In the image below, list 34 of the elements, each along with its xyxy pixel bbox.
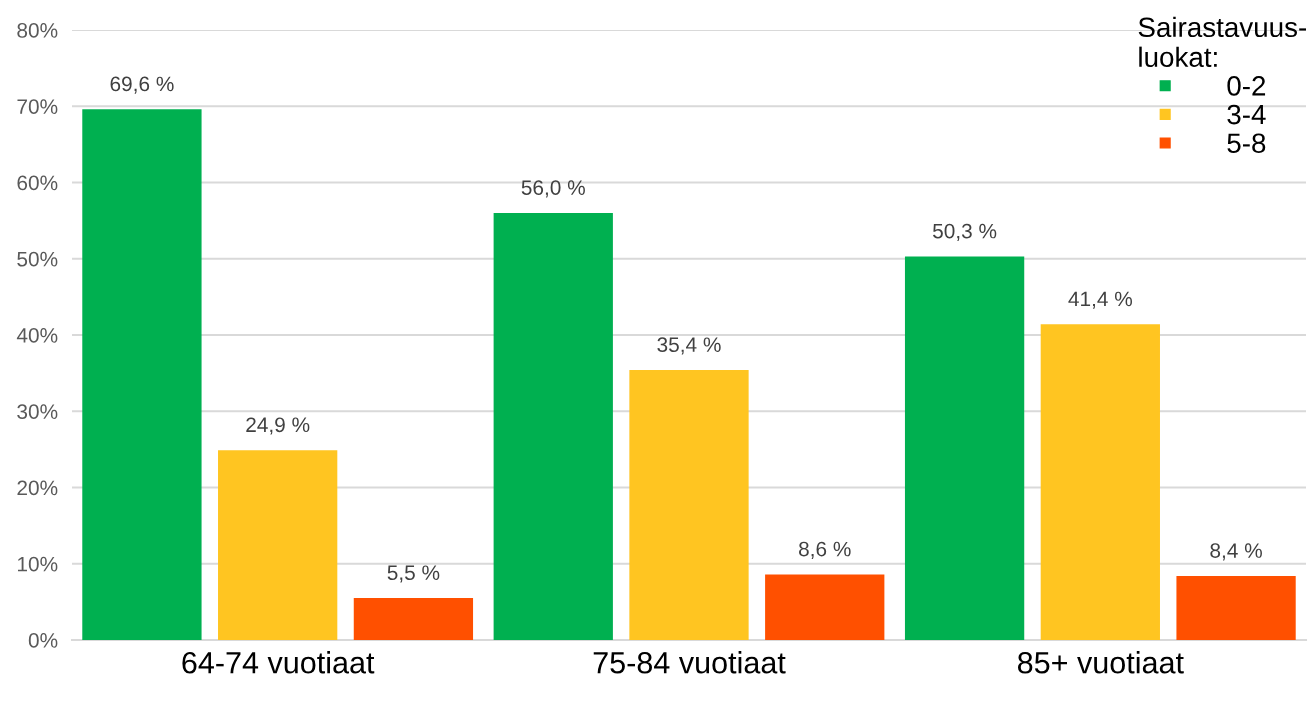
bar xyxy=(629,370,749,640)
y-tick-label: 80% xyxy=(17,23,58,38)
y-tick-label: 40% xyxy=(16,328,58,343)
y-tick-label: 0% xyxy=(28,633,58,648)
data-label: 50,3 % xyxy=(933,223,997,241)
data-label: 24,9 % xyxy=(246,417,310,435)
bar xyxy=(765,574,885,640)
y-tick-label: 50% xyxy=(17,251,58,267)
legend-label: 0-2 xyxy=(1227,76,1266,96)
legend-label: 5-8 xyxy=(1227,133,1266,154)
x-tick-label: 75-84 vuotiaat xyxy=(593,651,786,674)
data-label: 5,5 % xyxy=(387,565,440,583)
data-label: 69,6 % xyxy=(110,76,174,94)
x-tick-label: 64-74 vuotiaat xyxy=(182,651,375,674)
bar xyxy=(353,598,474,640)
y-tick-label: 20% xyxy=(17,480,58,496)
y-tick-label: 60% xyxy=(17,175,58,191)
y-tick-label: 10% xyxy=(18,556,58,572)
y-tick-label: 70% xyxy=(17,99,58,114)
data-label: 35,4 % xyxy=(657,337,721,355)
data-label: 8,6 % xyxy=(799,541,851,559)
bar xyxy=(218,450,338,640)
legend-label: 3-4 xyxy=(1227,104,1266,125)
legend-title: Sairastavuus- luokat: xyxy=(1138,16,1306,68)
bar xyxy=(1040,324,1160,640)
bar xyxy=(904,256,1025,640)
data-label: 41,4 % xyxy=(1068,291,1133,309)
bar xyxy=(82,109,202,640)
y-tick-label: 30% xyxy=(17,404,58,419)
data-label: 56,0 % xyxy=(521,180,585,198)
data-label: 8,4 % xyxy=(1210,543,1262,561)
bar xyxy=(1176,575,1296,640)
x-tick-label: 85+ vuotiaat xyxy=(1018,651,1184,674)
bar xyxy=(493,213,613,640)
